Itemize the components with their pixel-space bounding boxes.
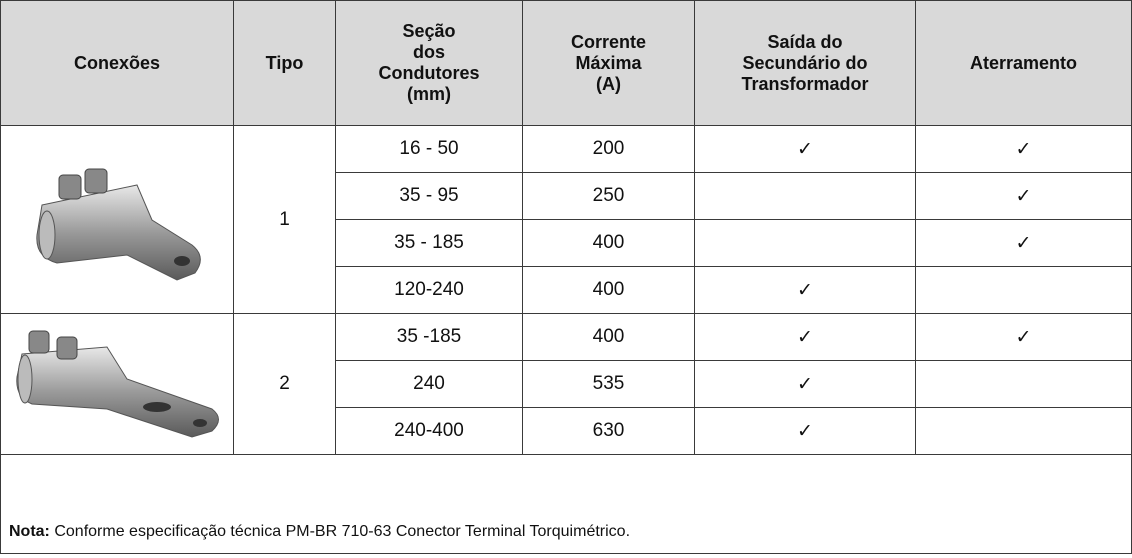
current-text: 630 xyxy=(593,420,625,441)
header-cell: Conexões xyxy=(1,1,234,126)
current-text: 250 xyxy=(593,185,625,206)
section-text: 240-400 xyxy=(394,420,464,441)
note-row: Nota: Conforme especificação técnica PM-… xyxy=(1,455,1132,554)
header-text: Máxima xyxy=(523,53,694,74)
note-text: Conforme especificação técnica PM-BR 710… xyxy=(54,523,630,540)
connector-image xyxy=(7,319,227,449)
saida-cell: ✓ xyxy=(695,267,916,314)
header-text: (A) xyxy=(523,74,694,95)
aterramento-text: ✓ xyxy=(1016,186,1032,207)
aterramento-cell xyxy=(916,408,1132,455)
current-cell: 630 xyxy=(523,408,695,455)
section-cell: 120-240 xyxy=(336,267,523,314)
header-text: Tipo xyxy=(234,53,335,74)
section-cell: 240-400 xyxy=(336,408,523,455)
table-body: 1 16 - 50 200 ✓ ✓ 35 - 95 250 ✓ 35 - 185 400 ✓ 120-… xyxy=(1,126,1132,554)
saida-cell: ✓ xyxy=(695,361,916,408)
type-text: 1 xyxy=(279,209,290,230)
aterramento-cell: ✓ xyxy=(916,126,1132,173)
current-cell: 400 xyxy=(523,314,695,361)
section-text: 240 xyxy=(413,373,445,394)
header-cell: Aterramento xyxy=(916,1,1132,126)
current-cell: 400 xyxy=(523,267,695,314)
spec-table: ConexõesTipoSeçãodosCondutores(mm)Corren… xyxy=(0,0,1132,554)
header-text: Transformador xyxy=(695,74,915,95)
saida-cell: ✓ xyxy=(695,126,916,173)
saida-text: ✓ xyxy=(797,374,813,395)
current-cell: 250 xyxy=(523,173,695,220)
header-text: Conexões xyxy=(1,53,233,74)
saida-cell: ✓ xyxy=(695,408,916,455)
image-cell xyxy=(1,314,234,455)
section-text: 16 - 50 xyxy=(399,138,458,159)
header-text: Saída do xyxy=(695,32,915,53)
current-text: 400 xyxy=(593,232,625,253)
aterramento-cell: ✓ xyxy=(916,314,1132,361)
section-text: 120-240 xyxy=(394,279,464,300)
section-cell: 35 - 95 xyxy=(336,173,523,220)
current-text: 400 xyxy=(593,279,625,300)
type-cell: 2 xyxy=(234,314,336,455)
section-cell: 240 xyxy=(336,361,523,408)
saida-cell xyxy=(695,220,916,267)
header-text: dos xyxy=(336,42,522,63)
connector-image xyxy=(17,145,217,295)
saida-text: ✓ xyxy=(797,327,813,348)
saida-cell xyxy=(695,173,916,220)
current-cell: 400 xyxy=(523,220,695,267)
type-text: 2 xyxy=(279,373,290,394)
current-text: 535 xyxy=(593,373,625,394)
type-cell: 1 xyxy=(234,126,336,314)
header-text: Condutores xyxy=(336,63,522,84)
section-text: 35 - 95 xyxy=(399,185,458,206)
saida-text: ✓ xyxy=(797,421,813,442)
section-cell: 35 -185 xyxy=(336,314,523,361)
aterramento-cell: ✓ xyxy=(916,173,1132,220)
aterramento-cell: ✓ xyxy=(916,220,1132,267)
section-cell: 35 - 185 xyxy=(336,220,523,267)
header-text: (mm) xyxy=(336,84,522,105)
note-cell: Nota: Conforme especificação técnica PM-… xyxy=(1,455,1132,554)
saida-cell: ✓ xyxy=(695,314,916,361)
current-cell: 535 xyxy=(523,361,695,408)
header-cell: Tipo xyxy=(234,1,336,126)
current-text: 400 xyxy=(593,326,625,347)
saida-text: ✓ xyxy=(797,280,813,301)
page: ConexõesTipoSeçãodosCondutores(mm)Corren… xyxy=(0,0,1132,558)
section-text: 35 -185 xyxy=(397,326,461,347)
aterramento-text: ✓ xyxy=(1016,327,1032,348)
aterramento-text: ✓ xyxy=(1016,233,1032,254)
section-cell: 16 - 50 xyxy=(336,126,523,173)
header-text: Corrente xyxy=(523,32,694,53)
aterramento-cell xyxy=(916,267,1132,314)
current-text: 200 xyxy=(593,138,625,159)
saida-text: ✓ xyxy=(797,139,813,160)
aterramento-cell xyxy=(916,361,1132,408)
current-cell: 200 xyxy=(523,126,695,173)
header-text: Aterramento xyxy=(916,53,1131,74)
note-label: Nota: xyxy=(9,523,50,540)
header-text: Seção xyxy=(336,21,522,42)
header-text: Secundário do xyxy=(695,53,915,74)
image-cell xyxy=(1,126,234,314)
section-text: 35 - 185 xyxy=(394,232,464,253)
aterramento-text: ✓ xyxy=(1016,139,1032,160)
